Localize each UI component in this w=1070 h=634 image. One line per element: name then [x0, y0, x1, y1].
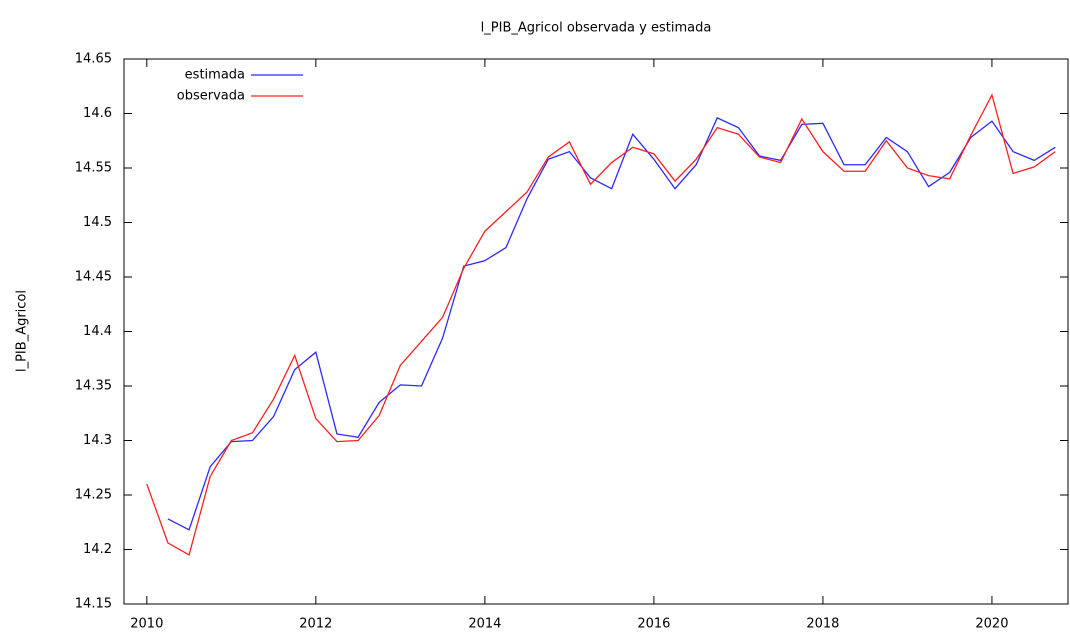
y-tick-label: 14.65 — [75, 52, 112, 67]
y-tick-label: 14.35 — [75, 379, 112, 394]
x-tick-label: 2014 — [468, 617, 501, 632]
x-tick-label: 2020 — [975, 617, 1008, 632]
series-line — [167, 116, 1056, 531]
x-tick-label: 2010 — [130, 617, 163, 632]
series-line — [146, 93, 1056, 556]
x-tick-label: 2016 — [637, 617, 670, 632]
y-tick-label: 14.3 — [83, 433, 112, 448]
y-tick-label: 14.4 — [83, 324, 112, 339]
y-tick-label: 14.6 — [83, 106, 112, 121]
x-tick-label: 2018 — [806, 617, 839, 632]
plot-frame — [123, 58, 1069, 605]
y-tick-label: 14.55 — [75, 161, 112, 176]
y-tick-label: 14.15 — [75, 597, 112, 612]
y-tick-label: 14.5 — [83, 215, 112, 230]
y-tick-label: 14.25 — [75, 488, 112, 503]
x-tick-label: 2012 — [299, 617, 332, 632]
chart-title: l_PIB_Agricol observada y estimada — [481, 21, 712, 36]
y-axis-label: l_PIB_Agricol — [15, 290, 30, 372]
y-tick-label: 14.45 — [75, 270, 112, 285]
legend-label: estimada — [185, 68, 245, 83]
legend-label: observada — [177, 89, 245, 104]
y-tick-label: 14.2 — [83, 542, 112, 557]
